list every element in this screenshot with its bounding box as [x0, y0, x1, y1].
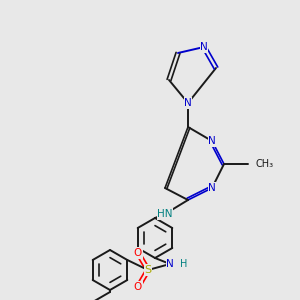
Text: N: N	[184, 98, 192, 108]
Text: O: O	[134, 248, 142, 258]
Text: N: N	[208, 136, 216, 146]
Text: H: H	[180, 259, 188, 269]
Text: HN: HN	[157, 209, 173, 219]
Text: CH₃: CH₃	[255, 159, 273, 169]
Text: N: N	[208, 183, 216, 193]
Text: O: O	[134, 282, 142, 292]
Text: N: N	[166, 259, 174, 269]
Text: S: S	[144, 265, 152, 275]
Text: N: N	[200, 42, 208, 52]
